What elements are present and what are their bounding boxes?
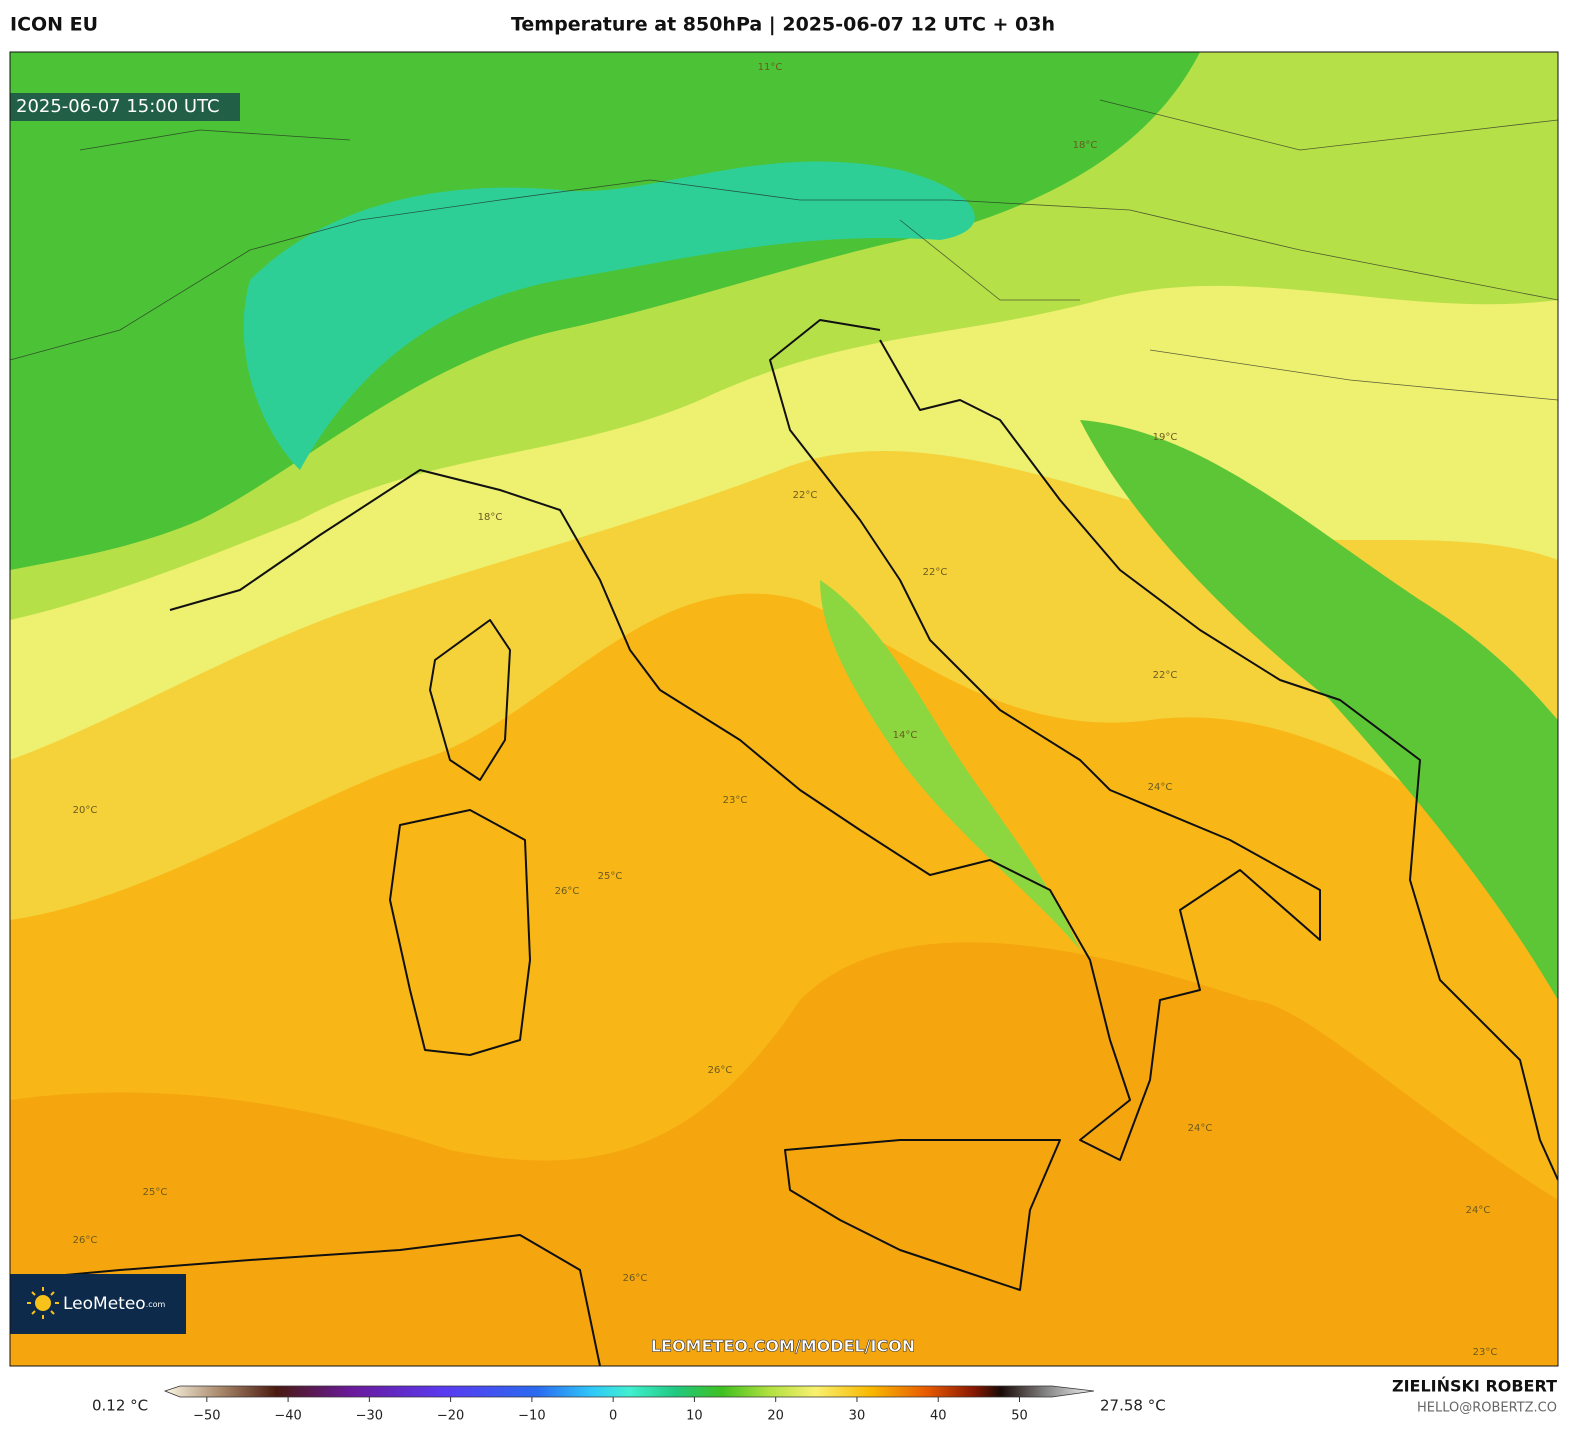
contour-label: 18°C — [478, 512, 503, 523]
colorbar-tick-label: 0 — [609, 1409, 617, 1424]
coastline-sicily — [784, 1139, 1061, 1291]
colorbar-tick-label: −10 — [518, 1409, 545, 1424]
map-title: Temperature at 850hPa | 2025-06-07 12 UT… — [511, 14, 1055, 36]
contour-label: 23°C — [723, 795, 748, 806]
model-name: ICON EU — [10, 14, 98, 36]
contour-label: 26°C — [555, 886, 580, 897]
contour-label: 11°C — [758, 62, 783, 73]
contour-label: 22°C — [1153, 670, 1178, 681]
watermark: LEOMETEO.COM/MODEL/ICON — [651, 1337, 915, 1356]
coastline-corsica — [429, 619, 511, 781]
field-balkans — [1080, 420, 1558, 1000]
time-box — [10, 93, 240, 121]
contour-label: 24°C — [1188, 1123, 1213, 1134]
colorbar-tick-label: −50 — [193, 1409, 220, 1424]
colorbar-tick-label: −40 — [274, 1409, 301, 1424]
logo-sun — [35, 1295, 51, 1311]
contour-label: 23°C — [1473, 1347, 1498, 1358]
contour-label: 24°C — [1466, 1205, 1491, 1216]
contour-labels: 22°C 18°C 22°C 23°C 24°C 25°C 26°C 26°C 24°C 25°C… — [73, 62, 1498, 1358]
coastline-africa — [10, 1234, 601, 1366]
logo-name: LeoMeteo.com — [63, 1294, 166, 1314]
colorbar — [163, 1385, 1095, 1398]
field-apennines — [820, 580, 1080, 950]
colorbar-tick-label: 40 — [930, 1409, 947, 1424]
contour-label: 26°C — [73, 1235, 98, 1246]
contour-label: 19°C — [1153, 432, 1178, 443]
contour-label: 14°C — [893, 730, 918, 741]
field-alps — [243, 161, 975, 470]
colorbar-tick-label: −20 — [437, 1409, 464, 1424]
author: ZIELIŃSKI ROBERT — [1392, 1377, 1557, 1396]
max-value: 27.58 °C — [1100, 1397, 1166, 1415]
contour-label: 22°C — [923, 567, 948, 578]
coastline-italy — [169, 319, 1321, 1161]
logo-suffix: .com — [146, 1300, 166, 1309]
valid-time: 2025-06-07 15:00 UTC — [16, 96, 220, 117]
colorbar-tick-label: −30 — [356, 1409, 383, 1424]
logo-rays — [27, 1287, 59, 1319]
colorbar-tick-label: 30 — [849, 1409, 866, 1424]
contour-label: 22°C — [793, 490, 818, 501]
borders — [10, 99, 1558, 401]
contour-label: 25°C — [143, 1187, 168, 1198]
contour-label: 18°C — [1073, 140, 1098, 151]
contour-label: 20°C — [73, 805, 98, 816]
colorbar-tick-label: 20 — [767, 1409, 784, 1424]
contour-label: 26°C — [708, 1065, 733, 1076]
contour-label: 25°C — [598, 871, 623, 882]
logo-text: LeoMeteo — [63, 1294, 146, 1314]
min-value: 0.12 °C — [92, 1397, 148, 1415]
coastline-sardinia — [389, 809, 531, 1056]
contour-label: 24°C — [1148, 782, 1173, 793]
colorbar-tick-label: 50 — [1011, 1409, 1028, 1424]
map: 22°C 18°C 22°C 23°C 24°C 25°C 26°C 26°C 24°C 25°C… — [10, 52, 1558, 1366]
contact: HELLO@ROBERTZ.CO — [1417, 1401, 1557, 1416]
contour-label: 26°C — [623, 1273, 648, 1284]
coastline-balkans — [879, 339, 1558, 1181]
colorbar-tick-label: 10 — [686, 1409, 703, 1424]
map-frame — [9, 51, 1559, 1367]
colorbar-ticks: −50 −40 −30 −20 −10 0 10 20 30 40 50 — [193, 1397, 1028, 1424]
